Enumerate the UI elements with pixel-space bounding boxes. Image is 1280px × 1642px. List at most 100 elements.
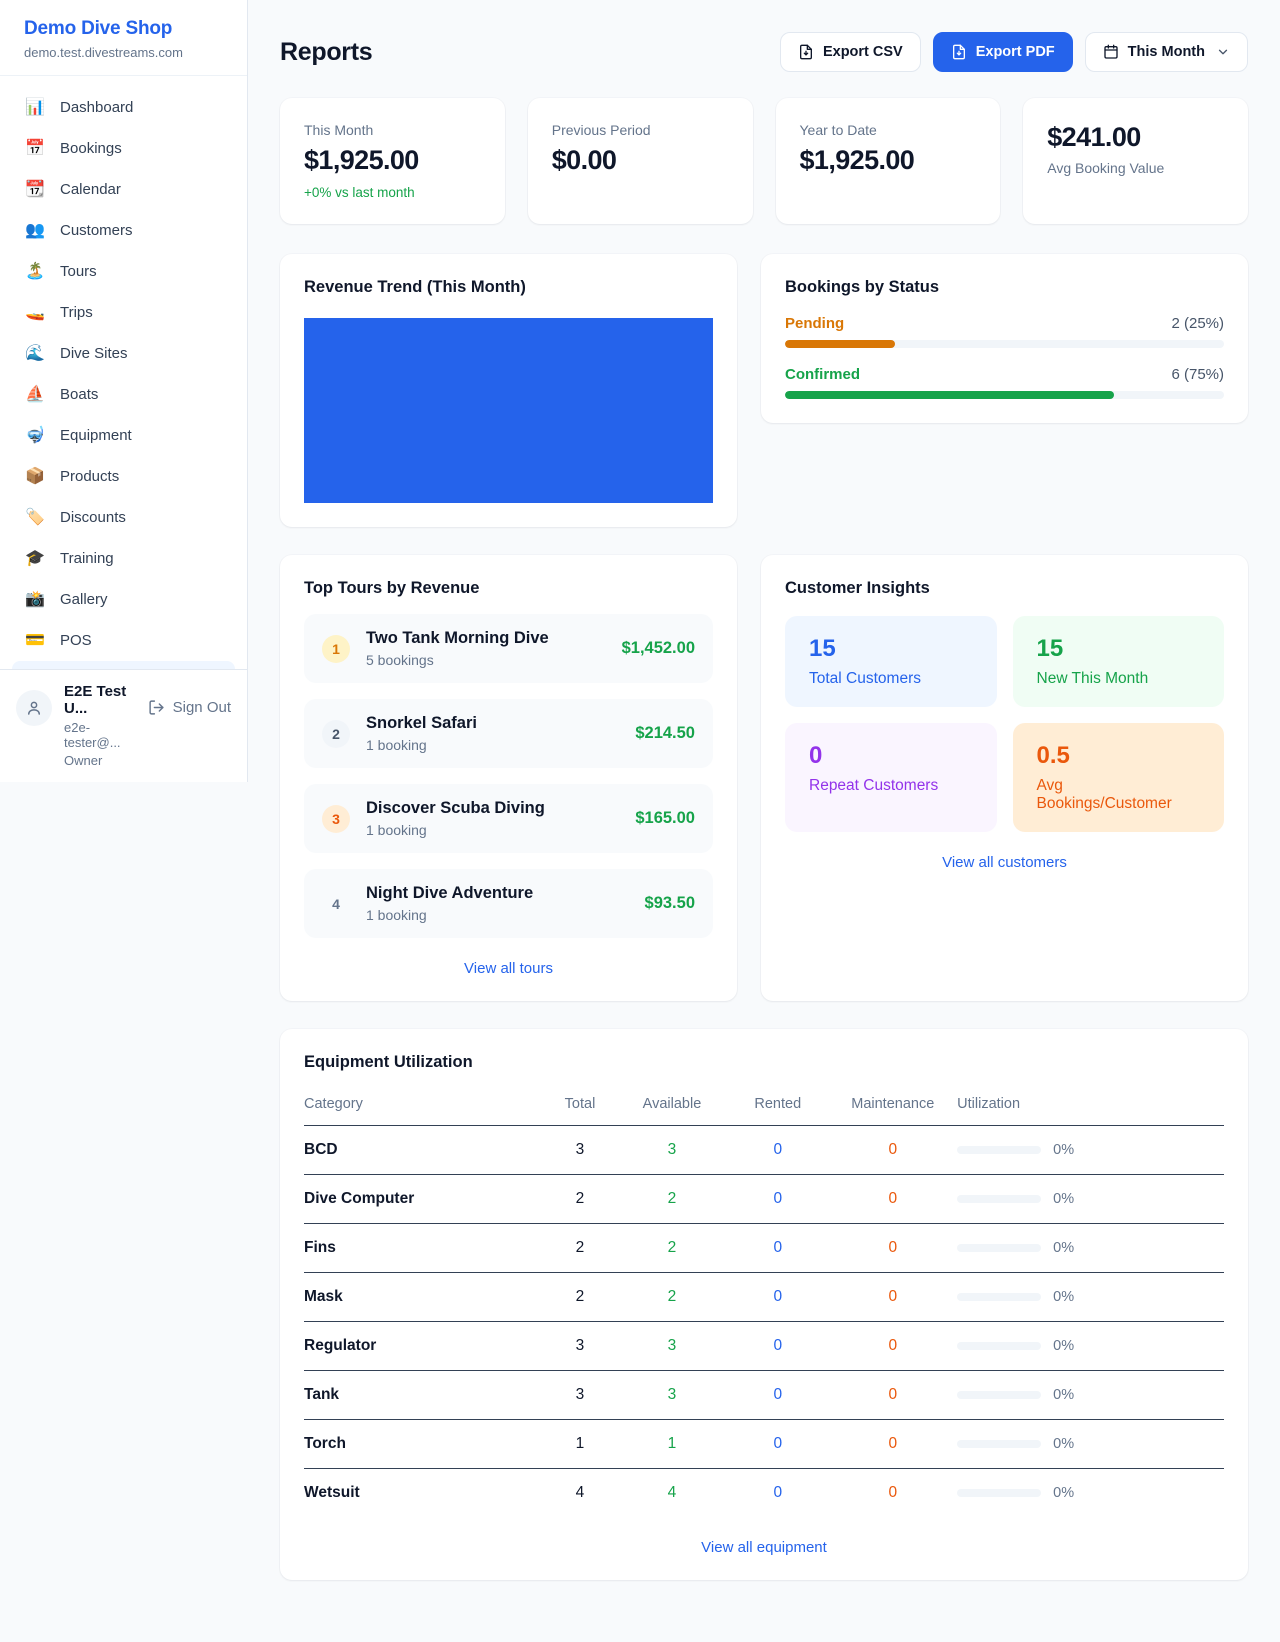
sidebar-item-dashboard[interactable]: 📊 Dashboard [12,88,235,126]
cell-category: Fins [304,1223,544,1273]
cell-maintenance: 0 [828,1223,958,1273]
status-row-pending: Pending 2 (25%) [785,315,1224,348]
view-all-customers-link[interactable]: View all customers [942,854,1067,871]
cell-available: 2 [616,1174,728,1224]
utilization-percent: 0% [1053,1387,1075,1403]
cell-maintenance: 0 [828,1272,958,1322]
stat-card-previous-period: Previous Period $0.00 [527,98,753,224]
sidebar-active-item-partial[interactable] [12,661,235,669]
tour-bookings: 1 booking [366,907,427,923]
cell-available: 3 [616,1370,728,1420]
sign-out-button[interactable]: Sign Out [148,699,231,716]
insight-tiles: 15 Total Customers 15 New This Month 0 R… [785,616,1224,832]
rank-badge: 1 [322,634,350,663]
cell-rented: 0 [727,1125,829,1175]
sidebar-item-gallery[interactable]: 📸 Gallery [12,580,235,618]
status-label: Pending [785,315,845,332]
sidebar: Demo Dive Shop demo.test.divestreams.com… [0,0,248,782]
sidebar-item-equipment[interactable]: 🤿 Equipment [12,416,235,454]
credit-card-icon: 💳 [25,632,45,649]
export-csv-button[interactable]: Export CSV [779,32,921,72]
utilization-bar-track [957,1342,1042,1350]
export-pdf-button[interactable]: Export PDF [932,32,1073,72]
island-icon: 🏝️ [25,263,45,280]
utilization-bar-track [957,1293,1042,1301]
stats-row: This Month $1,925.00 +0% vs last month P… [280,98,1248,224]
col-total: Total [543,1086,617,1126]
cell-total: 3 [543,1125,617,1175]
sidebar-item-label: POS [60,631,92,649]
tour-name: Two Tank Morning Dive [366,629,549,647]
cell-utilization: 0% [957,1321,1224,1371]
sidebar-item-label: Products [60,467,120,485]
rank-badge: 2 [322,719,350,748]
tag-icon: 🏷️ [25,509,45,526]
stat-value: $1,925.00 [304,145,419,175]
dashboard-icon: 📊 [25,99,45,116]
sidebar-item-label: Boats [60,385,99,403]
stat-label: Avg Booking Value [1047,160,1165,176]
stat-label: This Month [304,122,374,138]
sidebar-item-training[interactable]: 🎓 Training [12,539,235,577]
user-role: Owner [64,753,103,768]
table-row: Torch 1 1 0 0 0% [304,1419,1224,1469]
camera-icon: 📸 [25,591,45,608]
cell-rented: 0 [727,1174,829,1224]
cell-maintenance: 0 [828,1370,958,1420]
insight-tile-new-this-month: 15 New This Month [1012,616,1224,707]
status-bar-track [785,391,1224,399]
utilization-bar-track [957,1391,1042,1399]
utilization-percent: 0% [1053,1142,1075,1158]
sidebar-item-pos[interactable]: 💳 POS [12,621,235,659]
sailboat-icon: ⛵ [25,386,45,403]
tour-bookings: 5 bookings [366,652,434,668]
table-row: BCD 3 3 0 0 0% [304,1125,1224,1175]
cell-maintenance: 0 [828,1125,958,1175]
view-all-equipment-link[interactable]: View all equipment [701,1539,827,1556]
stat-card-this-month: This Month $1,925.00 +0% vs last month [280,98,505,224]
chevron-down-icon [1218,49,1228,55]
sidebar-item-dive-sites[interactable]: 🌊 Dive Sites [12,334,235,372]
sidebar-item-tours[interactable]: 🏝️ Tours [12,252,235,290]
stat-card-avg-booking-value: $241.00 Avg Booking Value [1023,98,1248,224]
page-header: Reports Export CSV Export PDF This Month [280,32,1248,72]
period-dropdown[interactable]: This Month [1084,32,1248,72]
utilization-percent: 0% [1053,1436,1075,1452]
status-bar-track [785,340,1224,348]
tour-row: 2 Snorkel Safari 1 booking $214.50 [304,699,713,768]
bookings-by-status-title: Bookings by Status [785,278,940,296]
insight-label: Avg Bookings/Customer [1036,777,1172,812]
sidebar-item-calendar[interactable]: 📆 Calendar [12,170,235,208]
cell-rented: 0 [727,1223,829,1273]
insight-label: New This Month [1036,670,1149,687]
sidebar-item-trips[interactable]: 🚤 Trips [12,293,235,331]
stat-delta: +0% vs last month [304,185,415,200]
stat-value: $241.00 [1047,122,1141,152]
cell-total: 2 [543,1174,617,1224]
user-meta: E2E Test U... e2e-tester@... Owner [64,683,136,768]
table-row: Regulator 3 3 0 0 0% [304,1321,1224,1371]
col-available: Available [616,1086,728,1126]
status-row-confirmed: Confirmed 6 (75%) [785,366,1224,399]
cell-utilization: 0% [957,1419,1224,1469]
sidebar-item-products[interactable]: 📦 Products [12,457,235,495]
utilization-bar-track [957,1244,1042,1252]
equipment-table-header: Category Total Available Rented Maintena… [304,1086,1224,1126]
cell-total: 4 [575,1484,585,1501]
tour-row: 3 Discover Scuba Diving 1 booking $165.0… [304,784,713,853]
tour-bookings: 1 booking [366,737,427,753]
tour-revenue: $165.00 [635,809,695,827]
view-all-tours-link[interactable]: View all tours [464,960,553,977]
status-bar-fill [785,340,895,348]
cell-maintenance: 0 [828,1419,958,1469]
insight-value: 15 [809,635,836,662]
sidebar-item-discounts[interactable]: 🏷️ Discounts [12,498,235,536]
insight-label: Repeat Customers [809,777,939,794]
sidebar-item-bookings[interactable]: 📅 Bookings [12,129,235,167]
top-tours-card: Top Tours by Revenue 1 Two Tank Morning … [280,555,737,1001]
app-title: Demo Dive Shop [24,18,173,39]
sidebar-item-boats[interactable]: ⛵ Boats [12,375,235,413]
tour-revenue: $1,452.00 [621,639,695,657]
speedboat-icon: 🚤 [25,304,45,321]
sidebar-item-customers[interactable]: 👥 Customers [12,211,235,249]
